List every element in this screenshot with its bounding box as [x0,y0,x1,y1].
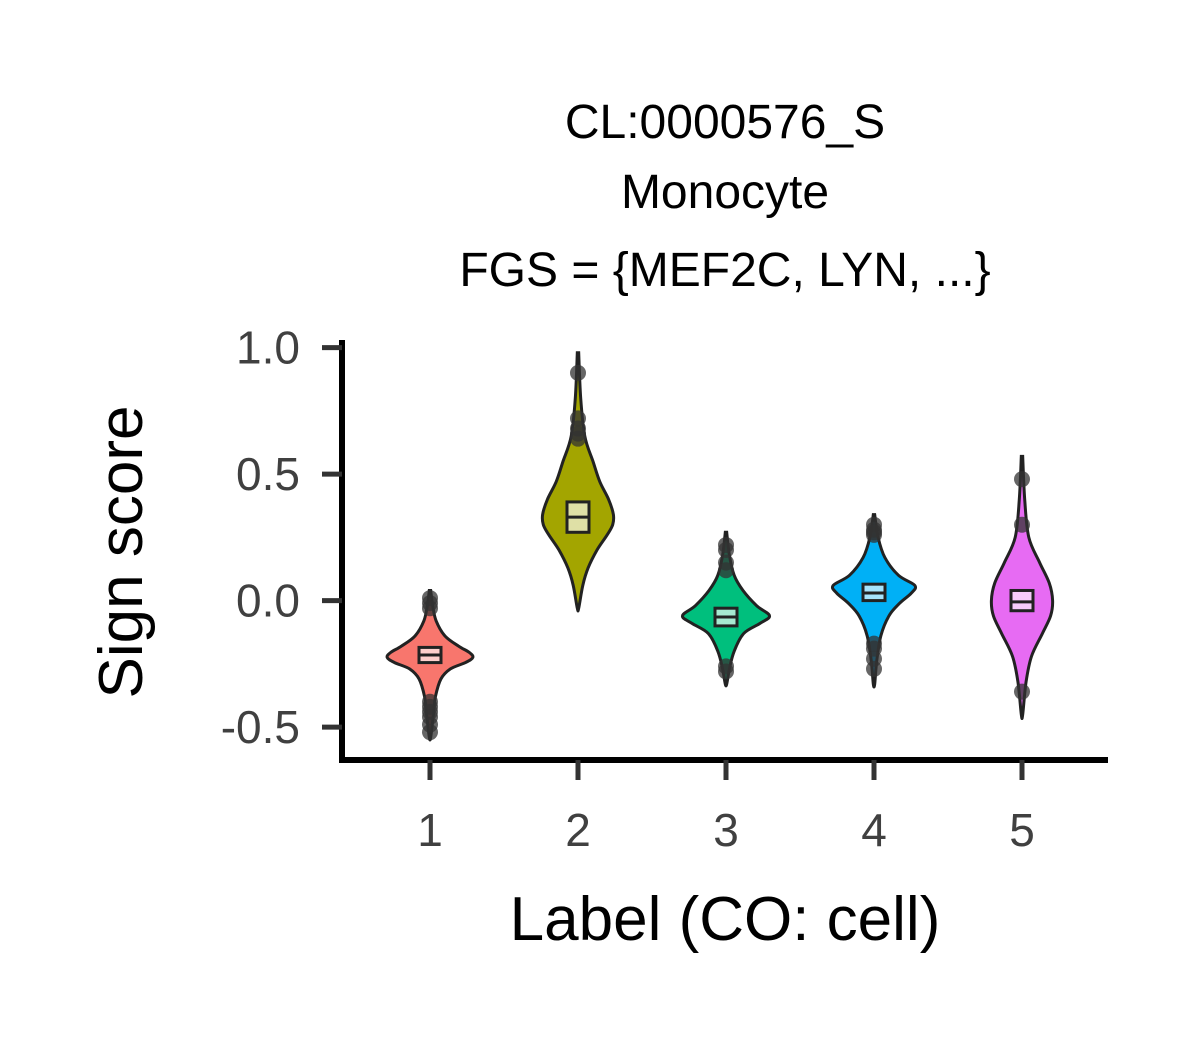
outlier-point [866,660,882,677]
x-tick-label: 1 [417,804,443,856]
outlier-point [570,430,586,447]
outlier-point [570,364,586,381]
violin-group-3 [681,530,771,688]
y-tick-label: 0.0 [236,575,300,627]
x-tick-label: 2 [565,804,591,856]
violin-group-1 [385,589,475,742]
y-tick-label: -0.5 [221,701,300,753]
y-tick-label: 1.0 [236,322,300,374]
violin-group-4 [830,513,918,689]
x-tick-label: 4 [861,804,887,856]
chart-title: CL:0000576_S Monocyte FGS = {MEF2C, LYN,… [459,96,990,297]
violin-body [540,351,616,613]
axes: 1.0 0.5 0.0 -0.5 1 2 3 4 5 [221,322,1108,856]
x-ticks: 1 2 3 4 5 [417,760,1035,856]
outlier-point [718,542,734,558]
y-axis-title: Sign score [87,406,156,699]
x-axis-title: Label (CO: cell) [510,885,941,954]
x-tick-label: 3 [713,804,739,856]
title-line-3: FGS = {MEF2C, LYN, ...} [459,244,990,297]
violin-body [989,454,1055,721]
outlier-point [718,663,734,680]
title-line-2: Monocyte [621,166,829,219]
plot-area [385,351,1055,742]
x-tick-label: 5 [1009,804,1035,856]
violin-group-5 [989,454,1055,721]
title-line-1: CL:0000576_S [565,96,885,149]
outlier-point [422,600,438,617]
outlier-point [422,724,438,741]
outlier-point [1014,516,1030,533]
outlier-point [1014,471,1030,488]
outlier-point [866,526,882,543]
y-tick-label: 0.5 [236,448,300,500]
y-ticks: 1.0 0.5 0.0 -0.5 [221,322,342,753]
violin-group-2 [540,351,616,613]
outlier-point [718,562,734,579]
outlier-point [1014,683,1030,700]
